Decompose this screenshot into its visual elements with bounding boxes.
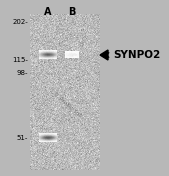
Text: 202-: 202- [12, 19, 28, 25]
Text: 115-: 115- [12, 57, 28, 63]
Polygon shape [100, 50, 108, 60]
Text: A: A [44, 7, 52, 17]
Text: B: B [68, 7, 76, 17]
Text: © ProSci Inc.: © ProSci Inc. [52, 91, 84, 119]
Text: 98-: 98- [17, 70, 28, 76]
Text: 51-: 51- [17, 135, 28, 141]
Text: SYNPO2: SYNPO2 [113, 50, 160, 60]
